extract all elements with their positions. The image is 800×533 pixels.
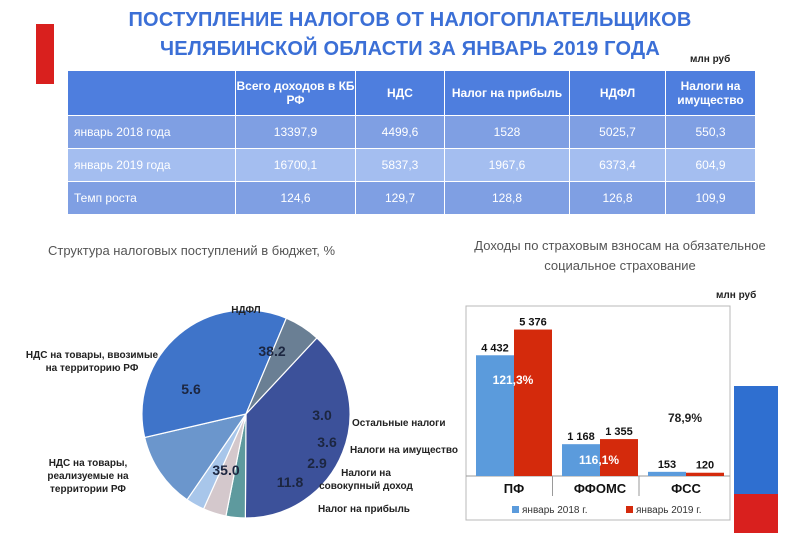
table-cell: 550,3 <box>665 115 756 149</box>
pie-category-label: НДС на товары, ввозимые на территорию РФ <box>26 350 159 374</box>
pie-value-label: 3.6 <box>317 434 337 450</box>
bar-value-label: 1 168 <box>567 431 595 443</box>
pie-value-label: 3.0 <box>312 407 332 423</box>
table-unit: млн руб <box>690 54 731 65</box>
bar <box>600 439 638 476</box>
bar-value-label: 120 <box>696 460 714 472</box>
category-tick-label: ФСС <box>671 481 701 496</box>
table-cell: 109,9 <box>665 181 756 215</box>
bar-value-label: 5 376 <box>519 317 547 329</box>
pie-slice <box>244 337 351 519</box>
table-cell: 1967,6 <box>444 148 570 182</box>
table-row: январь 2018 года 13397,9 4499,6 1528 502… <box>67 115 756 149</box>
header-cell: Налоги на имущество <box>665 70 756 116</box>
page-title: ПОСТУПЛЕНИЕ НАЛОГОВ ОТ НАЛОГОПЛАТЕЛЬЩИКО… <box>128 9 692 60</box>
pie-slice <box>143 413 248 501</box>
pie-value-label: 38.2 <box>258 343 285 359</box>
header-cell: Налог на прибыль <box>444 70 570 116</box>
table-cell: 129,7 <box>355 181 445 215</box>
row-label: Темп роста <box>67 181 236 215</box>
bar-chart: 4 432 5 376 ПФ 1 168 1 355 ФФОМС 153 120 ФСС 121,… <box>465 305 731 521</box>
legend-label: январь 2019 г. <box>636 505 701 516</box>
legend-swatch <box>626 506 633 513</box>
bar-value-label: 1 355 <box>605 426 633 438</box>
left-red-accent <box>36 24 54 84</box>
header-cell: НДФЛ <box>569 70 666 116</box>
pie-chart: 38.2 3.0 3.6 2.911.8 35.0 5.6 НДФЛ Остальные на… <box>26 305 458 519</box>
category-tick-label: ПФ <box>504 481 524 496</box>
legend-label: январь 2018 г. <box>522 505 587 516</box>
header-cell: Всего доходов в КБ РФ <box>235 70 356 116</box>
pie-category-label: Налоги на совокупный доход <box>319 468 413 492</box>
table-cell: 13397,9 <box>235 115 356 149</box>
table-cell: 604,9 <box>665 148 756 182</box>
table-cell: 5025,7 <box>569 115 666 149</box>
row-label: январь 2018 года <box>67 115 236 149</box>
pie-category-label: Остальные налоги <box>352 418 445 429</box>
pie-value-label: 2.9 <box>307 455 327 471</box>
pie-category-label: НДС на товары, реализуемые на территории Р… <box>47 458 129 495</box>
pie-value-label: 11.8 <box>277 474 304 490</box>
growth-rate-label: 78,9% <box>668 411 702 425</box>
pie-category-label: Налог на прибыль <box>318 503 410 515</box>
bar-chart-unit: млн руб <box>716 290 757 301</box>
table-cell: 124,6 <box>235 181 356 215</box>
table-cell: 126,8 <box>569 181 666 215</box>
pie-chart-title: Структура налоговых поступлений в бюджет… <box>48 243 336 258</box>
table-row: январь 2019 года 16700,1 5837,3 1967,6 6… <box>67 148 756 182</box>
bar <box>476 355 514 476</box>
table-cell: 5837,3 <box>355 148 445 182</box>
table-row: Темп роста 124,6 129,7 128,8 126,8 109,9 <box>67 181 756 215</box>
category-tick-label: ФФОМС <box>574 481 627 496</box>
table-header-row: Всего доходов в КБ РФ НДС Налог на прибы… <box>67 70 756 116</box>
bar <box>686 472 724 476</box>
right-red-accent <box>734 494 778 533</box>
bar <box>648 471 686 476</box>
table-cell: 4499,6 <box>355 115 445 149</box>
bar <box>562 444 600 476</box>
growth-rate-label: 116,1% <box>579 453 619 467</box>
row-label: январь 2019 года <box>67 148 236 182</box>
bar-chart-title: Доходы по страховым взносам на обязатель… <box>474 238 766 273</box>
header-cell <box>67 70 236 116</box>
right-blue-accent <box>734 386 778 494</box>
header-cell: НДС <box>355 70 445 116</box>
pie-slice <box>141 309 288 439</box>
table-cell: 16700,1 <box>235 148 356 182</box>
pie-category-label: Налоги на имущество <box>350 445 458 456</box>
table-cell: 6373,4 <box>569 148 666 182</box>
bar-value-label: 4 432 <box>481 342 509 354</box>
tax-table: Всего доходов в КБ РФ НДС Налог на прибы… <box>67 70 756 215</box>
pie-category-label: НДФЛ <box>231 305 260 316</box>
pie-slice <box>245 317 318 415</box>
legend-swatch <box>512 506 519 513</box>
table-cell: 128,8 <box>444 181 570 215</box>
bar-value-label: 153 <box>658 459 676 471</box>
pie-value-label: 35.0 <box>212 462 239 478</box>
bar-chart-frame <box>465 305 731 521</box>
table-cell: 1528 <box>444 115 570 149</box>
pie-value-label: 5.6 <box>181 381 201 397</box>
growth-rate-label: 121,3% <box>493 373 534 387</box>
bar <box>514 329 552 476</box>
